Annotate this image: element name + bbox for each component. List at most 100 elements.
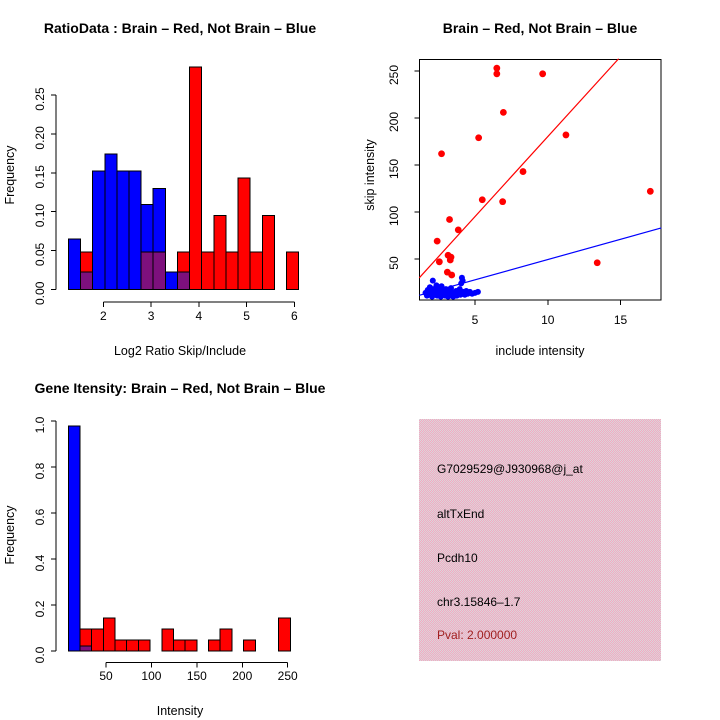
hist-bar-red bbox=[176, 251, 191, 273]
hist-bar-blue bbox=[152, 187, 166, 253]
scatter-point-red bbox=[493, 70, 501, 78]
y-tick-label: 0.05 bbox=[33, 242, 47, 266]
not-brain-fit-line bbox=[419, 227, 662, 296]
y-tick-label: 0.10 bbox=[33, 204, 47, 228]
hist-bar-red bbox=[80, 251, 94, 273]
scatter-point-red bbox=[478, 196, 486, 204]
hist-bar-red bbox=[261, 214, 275, 290]
panel-gene-info: G7029529@J930968@j_at altTxEnd Pcdh10 ch… bbox=[360, 360, 720, 720]
hist-bar-overlap bbox=[79, 645, 93, 652]
x-tick-label: 50 bbox=[99, 669, 113, 683]
y-tick-label: 50 bbox=[387, 256, 401, 270]
x-tick-label: 100 bbox=[141, 669, 161, 683]
scatter-point-blue bbox=[459, 277, 466, 284]
x-tick-label: 250 bbox=[278, 669, 298, 683]
y-tick-label: 0.6 bbox=[33, 508, 47, 525]
hist-bar-red bbox=[285, 251, 300, 290]
y-tick-label: 100 bbox=[387, 206, 401, 226]
x-tick-label: 15 bbox=[614, 313, 628, 327]
intensity-scatter-title: Brain – Red, Not Brain – Blue bbox=[442, 20, 638, 36]
scatter-point-red bbox=[646, 187, 654, 195]
gene-intensity-histogram-title: Gene Itensity: Brain – Red, Not Brain – … bbox=[34, 380, 326, 396]
y-tick-label: 1.0 bbox=[33, 416, 47, 433]
gene-name-text: Pcdh10 bbox=[437, 551, 478, 565]
y-tick-label: 0.15 bbox=[33, 165, 47, 189]
scatter-point-red bbox=[446, 256, 454, 264]
hist-bar-red bbox=[184, 639, 198, 652]
hist-bar-red bbox=[219, 628, 233, 652]
panel-ratio-histogram: 2 3 4 5 6 0.00 0.05 0.10 0.15 0.20 0.25 RatioData … bbox=[0, 0, 360, 360]
hist-bar-red bbox=[208, 639, 221, 652]
hist-bar-red bbox=[173, 639, 186, 652]
hist-bar-overlap bbox=[80, 271, 94, 290]
panel-gene-intensity-histogram: 50 100 150 200 250 0.0 0.2 0.4 0.6 0.8 1.0 Gene It… bbox=[0, 360, 360, 720]
hist-bar-red bbox=[213, 214, 227, 290]
scatter-point-red bbox=[493, 64, 501, 72]
intensity-scatter-xlabel: include intensity bbox=[495, 344, 585, 358]
hist-bar-overlap bbox=[140, 251, 154, 290]
x-tick-label: 150 bbox=[187, 669, 207, 683]
scatter-point-red bbox=[446, 216, 453, 223]
x-tick-label: 6 bbox=[291, 309, 298, 323]
hist-bar-red bbox=[225, 251, 239, 290]
scatter-point-red bbox=[438, 150, 445, 158]
hist-bar-red bbox=[137, 639, 151, 652]
hist-bar-blue bbox=[67, 425, 81, 652]
hist-bar-red bbox=[161, 628, 175, 652]
hist-bar-overlap bbox=[176, 271, 191, 290]
hist-bar-red bbox=[126, 639, 139, 652]
x-tick-label: 4 bbox=[195, 309, 202, 323]
hist-bar-blue bbox=[104, 153, 118, 290]
x-tick-label: 200 bbox=[232, 669, 252, 683]
x-tick-label: 10 bbox=[541, 313, 555, 327]
hist-bar-blue bbox=[92, 170, 106, 290]
scatter-point-blue bbox=[474, 288, 481, 295]
pval-text: Pval: 2.000000 bbox=[437, 628, 518, 642]
scatter-point-red bbox=[435, 258, 443, 266]
gene-intensity-histogram-xlabel: Intensity bbox=[156, 704, 204, 718]
ratio-histogram-title: RatioData : Brain – Red, Not Brain – Blu… bbox=[43, 20, 317, 36]
scatter-point-red bbox=[499, 198, 507, 206]
hist-bar-red bbox=[189, 66, 203, 290]
ratio-histogram-plot: 2 3 4 5 6 0.00 0.05 0.10 0.15 0.20 0.25 bbox=[33, 66, 300, 323]
hist-bar-red bbox=[114, 639, 128, 652]
plot-box bbox=[418, 58, 662, 301]
x-tick-label: 5 bbox=[472, 313, 479, 327]
panel-intensity-scatter: 5 10 15 50 100 150 200 250 Brain – Red, Not Bra… bbox=[360, 0, 720, 360]
hist-bar-red bbox=[102, 617, 116, 652]
y-tick-label: 0.4 bbox=[33, 554, 47, 571]
hist-bar-blue bbox=[164, 271, 178, 290]
gene-info-box: G7029529@J930968@j_at altTxEnd Pcdh10 ch… bbox=[419, 419, 661, 661]
scatter-point-blue bbox=[429, 277, 436, 284]
gene-intensity-histogram-plot: 50 100 150 200 250 0.0 0.2 0.4 0.6 0.8 1.0 bbox=[33, 416, 298, 683]
intensity-scatter-ylabel: skip intensity bbox=[363, 139, 377, 211]
y-tick-label: 150 bbox=[387, 159, 401, 179]
probe-id-text: G7029529@J930968@j_at bbox=[437, 462, 583, 476]
x-tick-label: 3 bbox=[148, 309, 155, 323]
ratio-histogram-ylabel: Frequency bbox=[3, 145, 17, 205]
gene-intensity-histogram-ylabel: Frequency bbox=[3, 505, 17, 565]
hist-bar-overlap bbox=[152, 251, 166, 290]
scatter-point-red bbox=[454, 226, 462, 234]
ratio-histogram-xlabel: Log2 Ratio Skip/Include bbox=[113, 344, 247, 358]
scatter-point-red bbox=[593, 259, 601, 267]
hist-bar-red bbox=[91, 628, 104, 652]
locus-text: chr3.15846–1.7 bbox=[437, 595, 521, 609]
scatter-point-red bbox=[475, 134, 483, 142]
y-tick-label: 0.2 bbox=[33, 600, 47, 617]
y-tick-label: 0.20 bbox=[33, 126, 47, 150]
x-tick-label: 5 bbox=[243, 309, 250, 323]
intensity-scatter-plot: 5 10 15 50 100 150 200 250 bbox=[387, 58, 662, 327]
y-tick-label: 0.0 bbox=[33, 646, 47, 663]
scatter-point-red bbox=[539, 70, 547, 78]
hist-bar-red bbox=[249, 251, 263, 290]
hist-bar-red bbox=[201, 251, 215, 290]
hist-bar-red bbox=[278, 617, 291, 652]
hist-bar-red bbox=[79, 628, 93, 647]
y-tick-label: 250 bbox=[387, 65, 401, 85]
y-tick-label: 200 bbox=[387, 112, 401, 132]
scatter-point-blue bbox=[438, 283, 445, 290]
hist-bar-red bbox=[243, 639, 256, 652]
y-tick-label: 0.8 bbox=[33, 462, 47, 479]
